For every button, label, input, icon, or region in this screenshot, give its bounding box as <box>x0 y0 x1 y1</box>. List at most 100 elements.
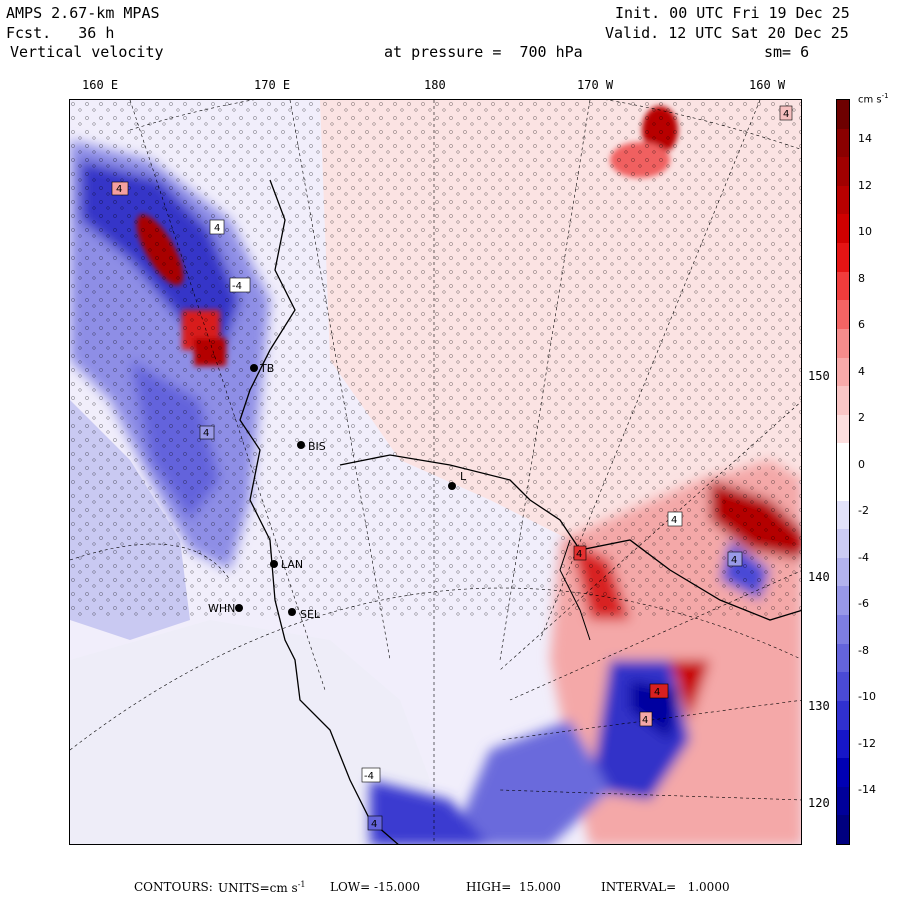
station-l-label: L <box>460 470 467 483</box>
svg-text:4: 4 <box>214 223 220 234</box>
colorbar-cell <box>837 758 849 788</box>
colorbar-tick-label: -6 <box>858 597 869 610</box>
colorbar-cell <box>837 386 849 416</box>
ice-shelf-edge <box>339 454 801 621</box>
station-lan-dot <box>270 560 278 568</box>
station-markers: TB BIS L LAN WHN SEL <box>208 362 467 621</box>
model-title: AMPS 2.67-km MPAS <box>6 4 160 22</box>
colorbar-tick-label: 14 <box>858 132 872 145</box>
colorbar-cell <box>837 615 849 645</box>
contour-label-box: 4 <box>199 425 215 440</box>
colorbar-tick-label: 6 <box>858 318 865 331</box>
colorbar-tick-label: -10 <box>858 690 876 703</box>
colorbar-cell <box>837 586 849 616</box>
contour-label-box: 4 <box>779 105 793 121</box>
colorbar-cell <box>837 529 849 559</box>
footer-high: HIGH= 15.000 <box>466 880 561 894</box>
colorbar-tick-label: -12 <box>858 736 876 750</box>
station-whn-dot <box>235 604 243 612</box>
svg-text:4: 4 <box>371 819 377 830</box>
svg-text:-4: -4 <box>232 281 242 292</box>
station-lan-label: LAN <box>281 558 303 571</box>
field-name: Vertical velocity <box>10 43 164 61</box>
svg-text:4: 4 <box>203 428 209 439</box>
station-tb-label: TB <box>259 362 274 375</box>
svg-text:4: 4 <box>654 687 660 698</box>
footer-contours-label: CONTOURS: <box>134 880 213 894</box>
forecast-hour: Fcst. 36 h <box>6 24 115 42</box>
colorbar-tick-label: 0 <box>858 457 865 471</box>
svg-text:-4: -4 <box>364 771 374 782</box>
colorbar-cell <box>837 472 849 502</box>
colorbar-tick-label: 10 <box>858 225 872 238</box>
svg-text:4: 4 <box>116 184 122 195</box>
colorbar-cell <box>837 100 849 130</box>
colorbar-tick-label: -4 <box>858 550 869 564</box>
colorbar-tick-label: 2 <box>858 411 865 424</box>
coastline-transantarctic <box>239 179 399 844</box>
colorbar-cell <box>837 700 849 731</box>
colorbar-cell <box>837 643 849 673</box>
colorbar-cell <box>837 357 849 387</box>
colorbar <box>836 99 850 845</box>
lon-label-180: 180 <box>424 78 446 92</box>
station-tb-dot <box>250 364 258 372</box>
colorbar-cell <box>837 557 849 587</box>
contour-labels: 4 4 -4 4 4 4 4 4 4 4 -4 4 <box>111 105 793 831</box>
colorbar-cell <box>837 185 849 215</box>
colorbar-cell <box>837 815 849 845</box>
station-bis-label: BIS <box>308 440 326 453</box>
smoothing-value: sm= 6 <box>764 43 810 61</box>
svg-text:4: 4 <box>642 715 648 726</box>
colorbar-cell <box>837 157 849 187</box>
colorbar-tick-label: 4 <box>858 364 865 378</box>
contour-label-box: -4 <box>361 767 381 783</box>
colorbar-cell <box>837 443 849 473</box>
footer-low: LOW= -15.000 <box>330 880 421 894</box>
footer-interval: INTERVAL= 1.0000 <box>601 880 730 894</box>
station-whn-label: WHN <box>208 602 235 615</box>
contour-label-box: 4 <box>111 181 129 196</box>
contour-label-box: 4 <box>573 545 587 561</box>
station-sel-dot <box>288 608 296 616</box>
svg-text:4: 4 <box>671 515 677 526</box>
contour-label-box: 4 <box>639 711 653 727</box>
graticule <box>70 100 801 844</box>
svg-text:4: 4 <box>576 549 582 560</box>
colorbar-tick-label: -8 <box>858 643 869 657</box>
svg-text:4: 4 <box>783 109 789 120</box>
pressure-level: at pressure = 700 hPa <box>384 43 583 61</box>
lon-label-170e: 170 E <box>254 78 291 92</box>
colorbar-cell <box>837 214 849 244</box>
colorbar-cell <box>837 500 849 530</box>
contour-label-box: -4 <box>229 277 251 293</box>
lon-label-160e: 160 E <box>82 78 119 92</box>
colorbar-cell <box>837 672 849 702</box>
footer-units: UNITS=cm s-1 <box>218 880 306 895</box>
ice-sheet-region <box>70 620 430 844</box>
cellular-contours <box>70 100 801 620</box>
station-sel-label: SEL <box>300 608 321 621</box>
station-bis-dot <box>297 441 305 449</box>
coast-east <box>559 539 591 641</box>
contour-label-box: 4 <box>727 551 743 567</box>
colorbar-cell <box>837 786 849 816</box>
colorbar-cell <box>837 243 849 273</box>
contour-label-box: 4 <box>209 219 225 235</box>
lon-label-170w: 170 W <box>577 78 614 92</box>
init-time: Init. 00 UTC Fri 19 Dec 25 <box>615 4 850 22</box>
colorbar-cell <box>837 128 849 158</box>
colorbar-tick-label: -2 <box>858 504 869 517</box>
valid-time: Valid. 12 UTC Sat 20 Dec 25 <box>605 24 849 42</box>
colorbar-unit: cm s-1 <box>858 92 889 106</box>
contour-label-box: 4 <box>667 511 683 527</box>
lon-label-160w: 160 W <box>749 78 786 92</box>
colorbar-cell <box>837 328 849 359</box>
colorbar-cell <box>837 300 849 330</box>
contour-label-box: 4 <box>649 683 669 699</box>
colorbar-tick-label: -14 <box>858 783 876 796</box>
map-canvas: TB BIS L LAN WHN SEL 4 4 -4 4 4 4 4 4 4 … <box>70 100 801 844</box>
vertical-velocity-map: TB BIS L LAN WHN SEL 4 4 -4 4 4 4 4 4 4 … <box>69 99 802 845</box>
colorbar-cell <box>837 414 849 444</box>
svg-text:4: 4 <box>731 555 737 566</box>
